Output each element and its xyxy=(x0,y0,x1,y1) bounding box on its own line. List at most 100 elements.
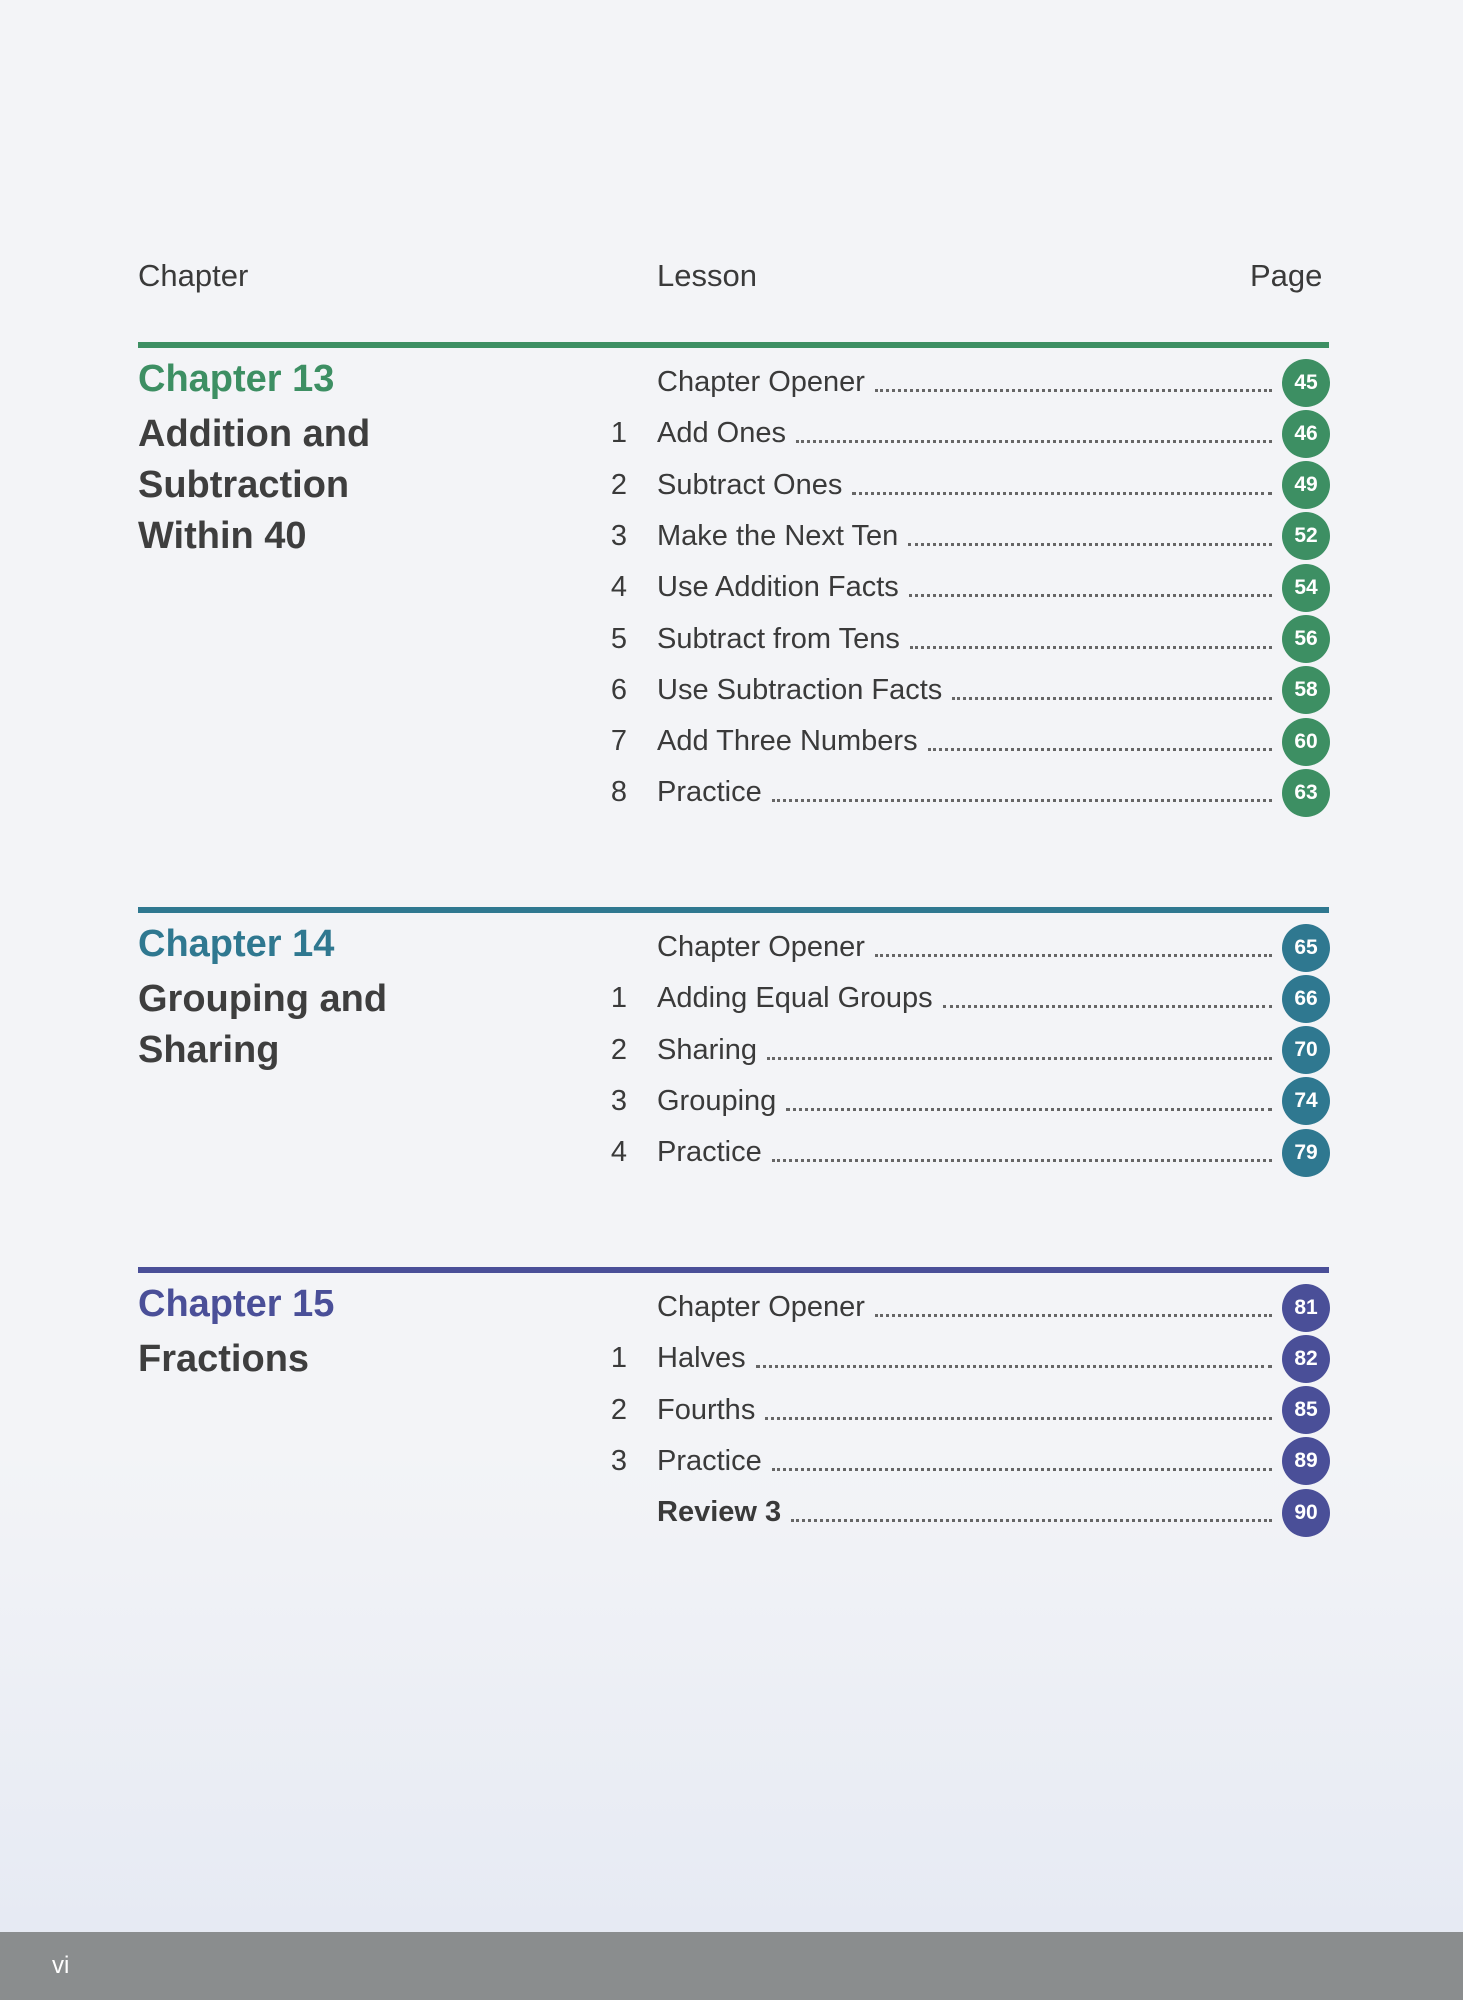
dot-leader xyxy=(771,799,1272,803)
lesson-number: 6 xyxy=(610,673,628,706)
lesson-row[interactable]: 1 Halves 82 xyxy=(600,1333,1330,1384)
lesson-title: Use Subtraction Facts xyxy=(657,673,943,706)
chapter-title-line: Grouping and xyxy=(138,978,388,1020)
page-badge: 65 xyxy=(1282,923,1330,972)
lesson-number: 3 xyxy=(610,519,628,552)
page-footer: vi xyxy=(0,1932,1463,2000)
lesson-number: 1 xyxy=(610,982,628,1015)
dot-leader xyxy=(874,389,1272,392)
page-badge: 54 xyxy=(1282,563,1330,612)
dot-leader xyxy=(927,748,1272,752)
lesson-row[interactable]: 2 Sharing 70 xyxy=(600,1025,1330,1076)
lesson-title: Add Three Numbers xyxy=(657,725,918,758)
lesson-row[interactable]: Chapter Opener 81 xyxy=(600,1282,1330,1333)
lesson-number: 2 xyxy=(610,468,628,501)
lesson-row[interactable]: 3 Grouping 74 xyxy=(600,1076,1330,1127)
chapter-divider xyxy=(138,342,1329,348)
chapter-title-line: Fractions xyxy=(138,1338,310,1380)
lesson-row[interactable]: 4 Practice 79 xyxy=(600,1127,1330,1178)
lesson-row[interactable]: 5 Subtract from Tens 56 xyxy=(600,614,1330,665)
dot-leader xyxy=(952,696,1272,700)
dot-leader xyxy=(942,1005,1272,1009)
lesson-row[interactable]: 1 Adding Equal Groups 66 xyxy=(600,973,1330,1024)
lesson-row[interactable]: 2 Subtract Ones 49 xyxy=(600,460,1330,511)
lesson-row[interactable]: 1 Add Ones 46 xyxy=(600,408,1330,459)
lesson-number: 4 xyxy=(610,571,628,604)
chapter-number: Chapter 14 xyxy=(138,923,335,965)
page-badge: 79 xyxy=(1282,1128,1330,1177)
lesson-title: Fourths xyxy=(657,1393,756,1426)
lesson-row[interactable]: 2 Fourths 85 xyxy=(600,1385,1330,1436)
lesson-number: 2 xyxy=(610,1393,628,1426)
lesson-title: Halves xyxy=(657,1342,746,1375)
dot-leader xyxy=(791,1519,1272,1523)
dot-leader xyxy=(852,491,1272,495)
lesson-title: Chapter Opener xyxy=(657,1291,865,1323)
column-header-chapter: Chapter xyxy=(138,258,249,293)
lesson-title: Subtract Ones xyxy=(657,468,843,501)
page-badge: 60 xyxy=(1282,717,1330,766)
chapter-title-line: Addition and xyxy=(138,413,371,455)
page-badge: 58 xyxy=(1282,666,1330,715)
lesson-row[interactable]: 4 Use Addition Facts 54 xyxy=(600,562,1330,613)
lesson-title: Subtract from Tens xyxy=(657,622,900,655)
dot-leader xyxy=(766,1056,1272,1060)
column-header-lesson: Lesson xyxy=(657,258,757,293)
page-badge: 89 xyxy=(1282,1437,1330,1486)
lesson-row[interactable]: Chapter Opener 65 xyxy=(600,922,1330,973)
lesson-row[interactable]: 3 Make the Next Ten 52 xyxy=(600,511,1330,562)
dot-leader xyxy=(909,645,1272,649)
dot-leader xyxy=(755,1365,1272,1369)
lesson-number: 1 xyxy=(610,417,628,450)
page-badge: 74 xyxy=(1282,1077,1330,1126)
lesson-row[interactable]: Chapter Opener 45 xyxy=(600,357,1330,408)
lesson-title: Review 3 xyxy=(657,1496,782,1529)
dot-leader xyxy=(771,1159,1272,1163)
page-badge: 66 xyxy=(1282,974,1330,1023)
dot-leader xyxy=(765,1416,1272,1420)
lesson-number: 2 xyxy=(610,1033,628,1066)
chapter-number: Chapter 15 xyxy=(138,1283,335,1325)
page-badge: 90 xyxy=(1282,1488,1330,1537)
lesson-row[interactable]: 8 Practice 63 xyxy=(600,767,1330,818)
chapter-title-line: Subtraction xyxy=(138,464,350,506)
lesson-row[interactable]: 6 Use Subtraction Facts 58 xyxy=(600,665,1330,716)
lesson-title: Add Ones xyxy=(657,417,786,450)
lesson-number: 3 xyxy=(610,1084,628,1117)
dot-leader xyxy=(908,542,1272,546)
page-badge: 63 xyxy=(1282,768,1330,817)
lesson-title: Grouping xyxy=(657,1084,777,1117)
lesson-number: 3 xyxy=(610,1444,628,1477)
dot-leader xyxy=(874,954,1272,957)
lesson-title: Chapter Opener xyxy=(657,931,865,963)
lesson-title: Practice xyxy=(657,1444,762,1477)
lesson-title: Sharing xyxy=(657,1033,757,1066)
dot-leader xyxy=(874,1314,1272,1317)
page-badge: 81 xyxy=(1282,1283,1330,1332)
page-badge: 70 xyxy=(1282,1026,1330,1075)
page-badge: 49 xyxy=(1282,461,1330,510)
lesson-number: 5 xyxy=(610,622,628,655)
chapter-divider xyxy=(138,907,1329,913)
lesson-number: 4 xyxy=(610,1136,628,1169)
background-illustration xyxy=(0,1450,1463,1932)
page-badge: 45 xyxy=(1282,358,1330,407)
column-header-page: Page xyxy=(1250,258,1323,293)
lesson-title: Practice xyxy=(657,776,762,809)
dot-leader xyxy=(771,1467,1272,1471)
lesson-row[interactable]: 3 Practice 89 xyxy=(600,1436,1330,1487)
chapter-title-line: Within 40 xyxy=(138,515,307,557)
chapter-number: Chapter 13 xyxy=(138,358,335,400)
lesson-number: 7 xyxy=(610,725,628,758)
dot-leader xyxy=(786,1107,1272,1111)
lesson-number: 1 xyxy=(610,1342,628,1375)
lesson-row[interactable]: Review 3 90 xyxy=(600,1487,1330,1538)
dot-leader xyxy=(908,594,1272,598)
lesson-title: Make the Next Ten xyxy=(657,519,899,552)
lesson-row[interactable]: 7 Add Three Numbers 60 xyxy=(600,716,1330,767)
chapter-divider xyxy=(138,1267,1329,1273)
page-number: vi xyxy=(52,1952,70,1979)
page-badge: 85 xyxy=(1282,1386,1330,1435)
page-badge: 52 xyxy=(1282,512,1330,561)
page-badge: 56 xyxy=(1282,615,1330,663)
